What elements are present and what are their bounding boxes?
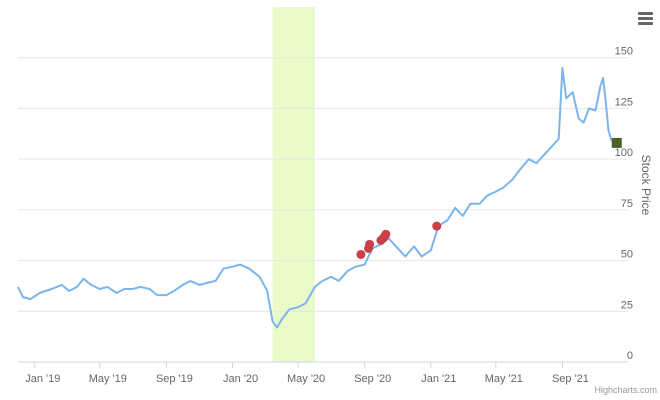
plot-background [18,7,628,362]
y-tick-label: 100 [615,147,633,159]
y-axis: 0 25 50 75 100 125 150 [615,46,633,362]
y-tick-label: 75 [621,198,633,210]
x-tick-label: Jan '21 [421,373,456,385]
x-tick-label: Jan '20 [223,373,258,385]
x-tick-label: Sep '19 [156,373,193,385]
shaded-period-band-layer [272,7,315,362]
event-marker-point[interactable] [356,249,366,259]
x-tick-label: May '19 [89,373,127,385]
y-tick-label: 150 [615,46,633,58]
price-line [17,66,613,329]
x-tick-label: Jan '19 [25,373,60,385]
price-series-layer [17,66,613,329]
menu-bar [638,12,653,15]
x-tick-label: Sep '20 [354,373,391,385]
event-marker-point[interactable] [381,229,391,239]
x-tick-label: May '21 [485,373,523,385]
x-axis: Jan '19 May '19 Sep '19 Jan '20 May '20 Sep '… [25,362,589,385]
event-marker-point[interactable] [365,239,375,249]
menu-bar [638,22,653,25]
y-tick-label: 25 [621,299,633,311]
credits-link[interactable]: Highcharts.com [594,385,657,395]
menu-bar [638,17,653,20]
grid-lines [18,57,628,363]
event-marker-point[interactable] [432,221,442,231]
chart-menu-icon[interactable] [636,9,658,29]
y-axis-title: Stock Price [639,155,653,216]
y-tick-label: 125 [615,96,633,108]
event-markers-layer [356,137,622,259]
y-tick-label: 0 [627,350,633,362]
shaded-period-band [272,7,315,362]
y-tick-label: 50 [621,249,633,261]
x-tick-label: May '20 [287,373,325,385]
x-tick-label: Sep '21 [552,373,589,385]
last-value-marker[interactable] [611,137,622,148]
